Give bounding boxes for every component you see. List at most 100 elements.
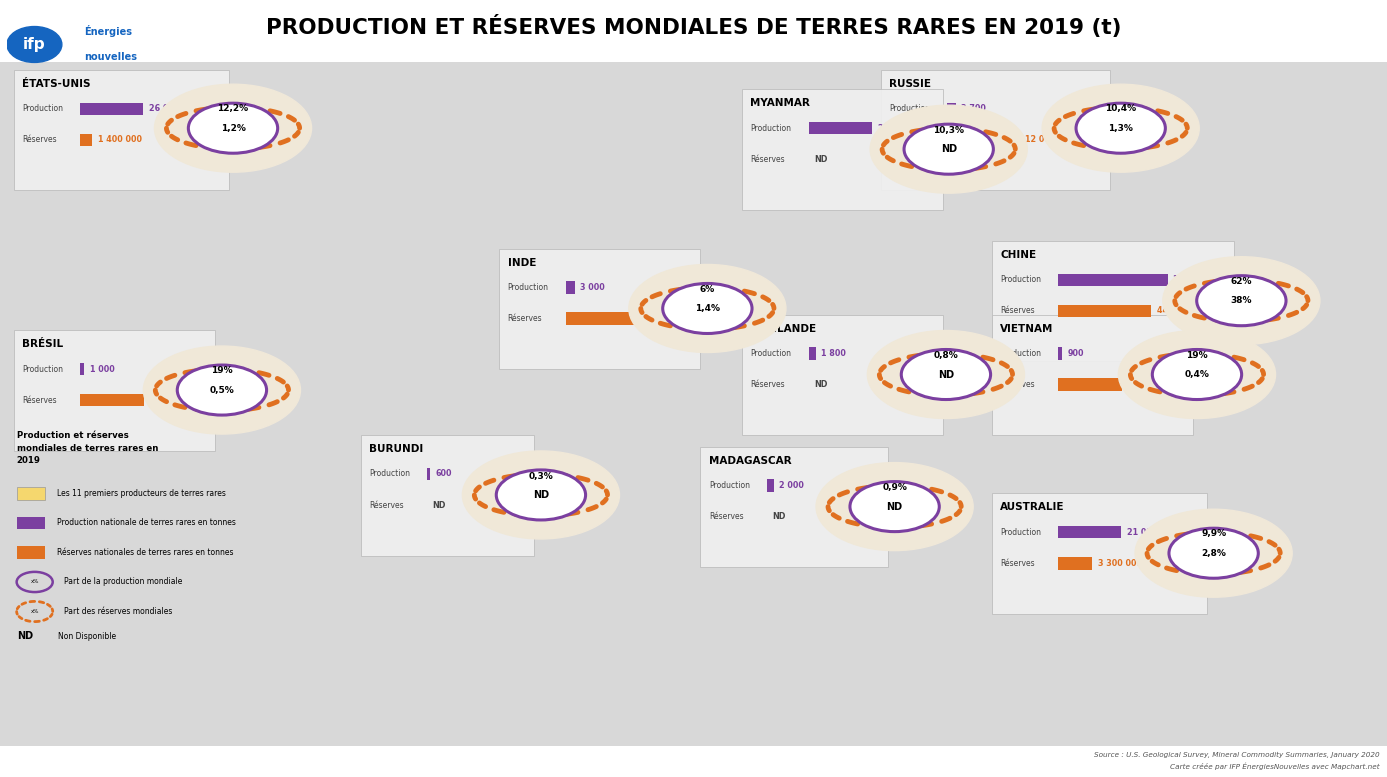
Text: ND: ND [814, 155, 828, 164]
Circle shape [628, 264, 786, 353]
Text: 3 300 000: 3 300 000 [1097, 559, 1142, 568]
Bar [17, 517, 46, 529]
Text: 0,8%: 0,8% [933, 351, 958, 361]
Text: ND: ND [940, 145, 957, 154]
Text: ND: ND [938, 370, 954, 379]
Circle shape [902, 350, 990, 399]
Text: Part de la production mondiale: Part de la production mondiale [64, 577, 182, 587]
Text: Production: Production [750, 124, 792, 133]
Text: MADAGASCAR: MADAGASCAR [709, 456, 792, 465]
Bar [17, 546, 46, 559]
Text: 2019: 2019 [17, 456, 40, 465]
Text: Réserves: Réserves [709, 512, 743, 521]
Circle shape [143, 346, 301, 434]
Text: MYANMAR: MYANMAR [750, 99, 810, 108]
Text: ND: ND [886, 502, 903, 511]
Text: 600: 600 [436, 469, 452, 479]
Text: 0,5%: 0,5% [209, 385, 234, 395]
Text: INDE: INDE [508, 258, 535, 267]
Text: mondiales de terres rares en: mondiales de terres rares en [17, 444, 158, 453]
FancyBboxPatch shape [881, 70, 1110, 190]
FancyBboxPatch shape [992, 241, 1234, 361]
Bar [1058, 347, 1062, 360]
Text: ÉTATS-UNIS: ÉTATS-UNIS [22, 79, 90, 89]
Text: PRODUCTION ET RÉSERVES MONDIALES DE TERRES RARES EN 2019 (t): PRODUCTION ET RÉSERVES MONDIALES DE TERR… [266, 15, 1121, 38]
Text: 21 000: 21 000 [1126, 528, 1157, 537]
Circle shape [867, 330, 1025, 419]
Circle shape [1197, 276, 1286, 326]
Text: Production: Production [369, 469, 411, 479]
Bar [1058, 274, 1168, 286]
Circle shape [663, 284, 752, 333]
Text: Production: Production [1000, 275, 1042, 284]
Text: x%: x% [31, 609, 39, 614]
Bar [809, 122, 872, 134]
Circle shape [7, 26, 62, 62]
Text: 1 400 000: 1 400 000 [97, 135, 141, 145]
Bar [947, 103, 956, 115]
Text: 3 000: 3 000 [581, 283, 605, 292]
Text: 10,3%: 10,3% [933, 126, 964, 135]
Text: nouvelles: nouvelles [85, 52, 137, 61]
Text: Réserves: Réserves [889, 135, 924, 145]
Text: CHINE: CHINE [1000, 250, 1036, 260]
Circle shape [904, 124, 993, 174]
Text: 38%: 38% [1230, 296, 1252, 305]
Text: 44 000 000: 44 000 000 [1157, 306, 1207, 315]
Text: ND: ND [814, 380, 828, 389]
Bar [80, 134, 92, 146]
Text: 1,2%: 1,2% [221, 124, 245, 133]
Text: 1,3%: 1,3% [1108, 124, 1133, 133]
Text: Production: Production [709, 481, 750, 490]
Text: 22 000: 22 000 [878, 124, 908, 133]
Text: Part des réserves mondiales: Part des réserves mondiales [64, 607, 172, 616]
Text: 0,4%: 0,4% [1184, 370, 1209, 379]
Text: 0,3%: 0,3% [528, 472, 553, 481]
Text: Réserves: Réserves [508, 314, 542, 323]
Text: 22 000 000: 22 000 000 [150, 395, 200, 405]
Bar [0, 62, 1387, 746]
Bar [17, 487, 46, 500]
Text: ND: ND [433, 500, 447, 510]
Text: ifp: ifp [24, 37, 46, 52]
Text: Réserves: Réserves [369, 500, 404, 510]
Text: BURUNDI: BURUNDI [369, 444, 423, 454]
Text: 1 000: 1 000 [90, 364, 114, 374]
Text: ND: ND [773, 512, 786, 521]
Text: Production nationale de terres rares en tonnes: Production nationale de terres rares en … [57, 518, 236, 528]
Text: 6 900 000: 6 900 000 [639, 314, 684, 323]
Text: 1,4%: 1,4% [695, 304, 720, 313]
Circle shape [1153, 350, 1241, 399]
Text: 2 000: 2 000 [779, 481, 804, 490]
Text: Réserves: Réserves [750, 155, 785, 164]
Text: 9,9%: 9,9% [1201, 529, 1226, 538]
Circle shape [816, 462, 974, 551]
Text: 19%: 19% [1186, 350, 1208, 360]
FancyBboxPatch shape [992, 315, 1193, 435]
Circle shape [1162, 256, 1320, 345]
FancyBboxPatch shape [499, 249, 700, 369]
Bar [947, 134, 1019, 146]
Text: Production: Production [889, 104, 931, 113]
FancyBboxPatch shape [361, 435, 534, 556]
Text: 62%: 62% [1230, 277, 1252, 286]
Text: 2,8%: 2,8% [1201, 549, 1226, 558]
Text: Production: Production [750, 349, 792, 358]
Text: Production: Production [1000, 349, 1042, 358]
FancyBboxPatch shape [742, 89, 943, 210]
Text: Réserves: Réserves [750, 380, 785, 389]
Text: BRÉSIL: BRÉSIL [22, 340, 64, 349]
Text: Production: Production [22, 364, 64, 374]
Text: RUSSIE: RUSSIE [889, 79, 931, 89]
Text: Réserves: Réserves [22, 135, 57, 145]
Circle shape [154, 84, 312, 172]
Circle shape [1118, 330, 1276, 419]
Circle shape [497, 470, 585, 520]
Text: Réserves: Réserves [1000, 306, 1035, 315]
Text: 12,2%: 12,2% [218, 104, 248, 113]
Text: Non Disponible: Non Disponible [58, 632, 117, 641]
Text: 26 000: 26 000 [148, 104, 179, 113]
Text: ND: ND [17, 632, 33, 641]
Text: AUSTRALIE: AUSTRALIE [1000, 503, 1065, 512]
Text: Production: Production [508, 283, 549, 292]
